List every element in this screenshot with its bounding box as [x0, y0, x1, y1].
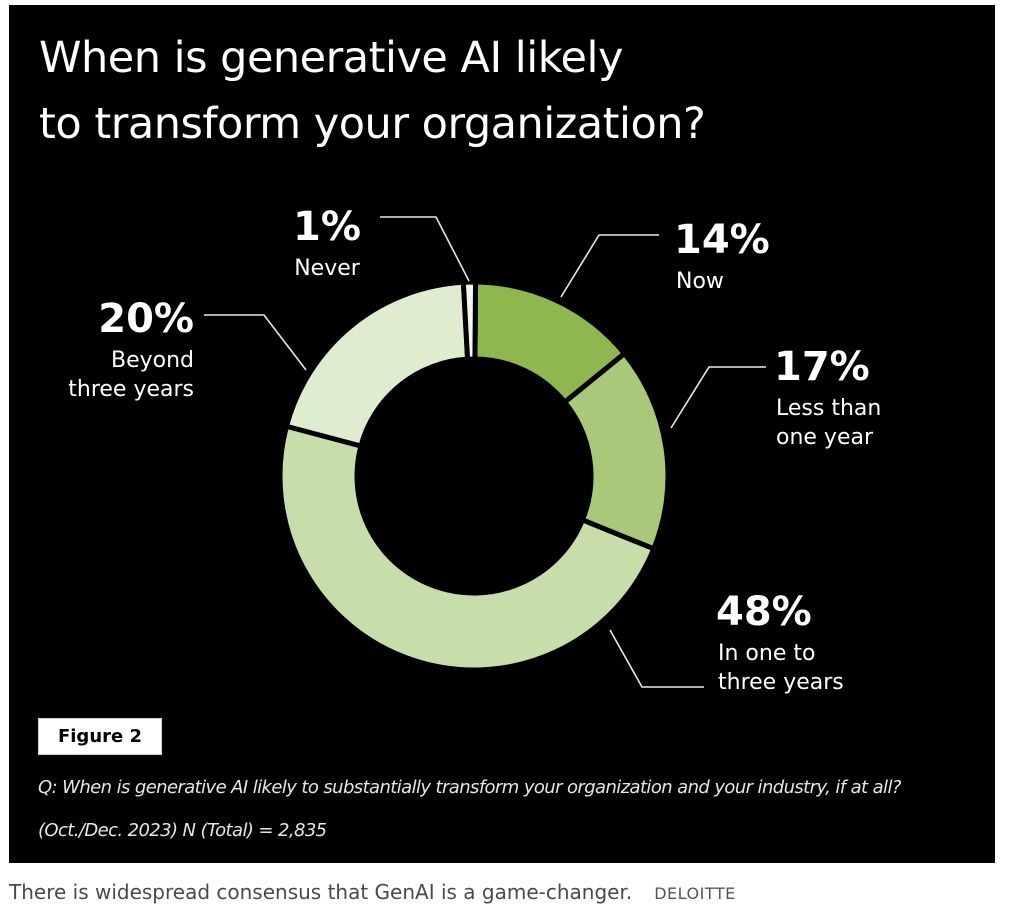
chart-title: When is generative AI likely to transform…	[39, 25, 739, 157]
donut-chart: 14% Now 17% Less than one year 48% In one to th…	[68, 204, 881, 695]
slice-category-label: three years	[68, 377, 194, 402]
slice-percent-label: 17%	[774, 344, 870, 390]
slice-category-label: Less than	[776, 396, 881, 421]
image-caption: There is widespread consensus that GenAI…	[9, 880, 633, 904]
slice-percent-label: 48%	[716, 589, 812, 635]
donut-slice	[460, 279, 479, 362]
chart-title-line-1: When is generative AI likely	[39, 33, 623, 83]
donut-slice	[277, 423, 658, 673]
slice-percent-label: 20%	[98, 296, 194, 342]
slice-category-label: one year	[776, 425, 874, 450]
slice-category-label: Beyond	[111, 348, 194, 373]
slice-percent-label: 14%	[674, 217, 770, 263]
slice-category-label: In one to	[718, 641, 815, 666]
slice-category-label: three years	[718, 670, 844, 695]
slice-category-label: Now	[676, 269, 724, 294]
figure-tag: Figure 2	[38, 718, 162, 755]
leader-line	[670, 366, 766, 429]
infographic-panel: When is generative AI likely to transform…	[9, 5, 995, 863]
image-credit: DELOITTE	[654, 884, 736, 903]
leader-line	[560, 234, 659, 298]
caption-row: There is widespread consensus that GenAI…	[9, 880, 736, 904]
leader-line	[204, 314, 307, 371]
slice-percent-label: 1%	[293, 204, 361, 250]
chart-title-line-2: to transform your organization?	[39, 99, 706, 149]
leader-line	[609, 629, 704, 688]
slice-category-label: Never	[294, 256, 361, 281]
leader-line	[380, 216, 470, 282]
donut-slice	[283, 279, 471, 450]
survey-question: Q: When is generative AI likely to subst…	[38, 777, 901, 798]
survey-sample: (Oct./Dec. 2023) N (Total) = 2,835	[38, 820, 327, 841]
